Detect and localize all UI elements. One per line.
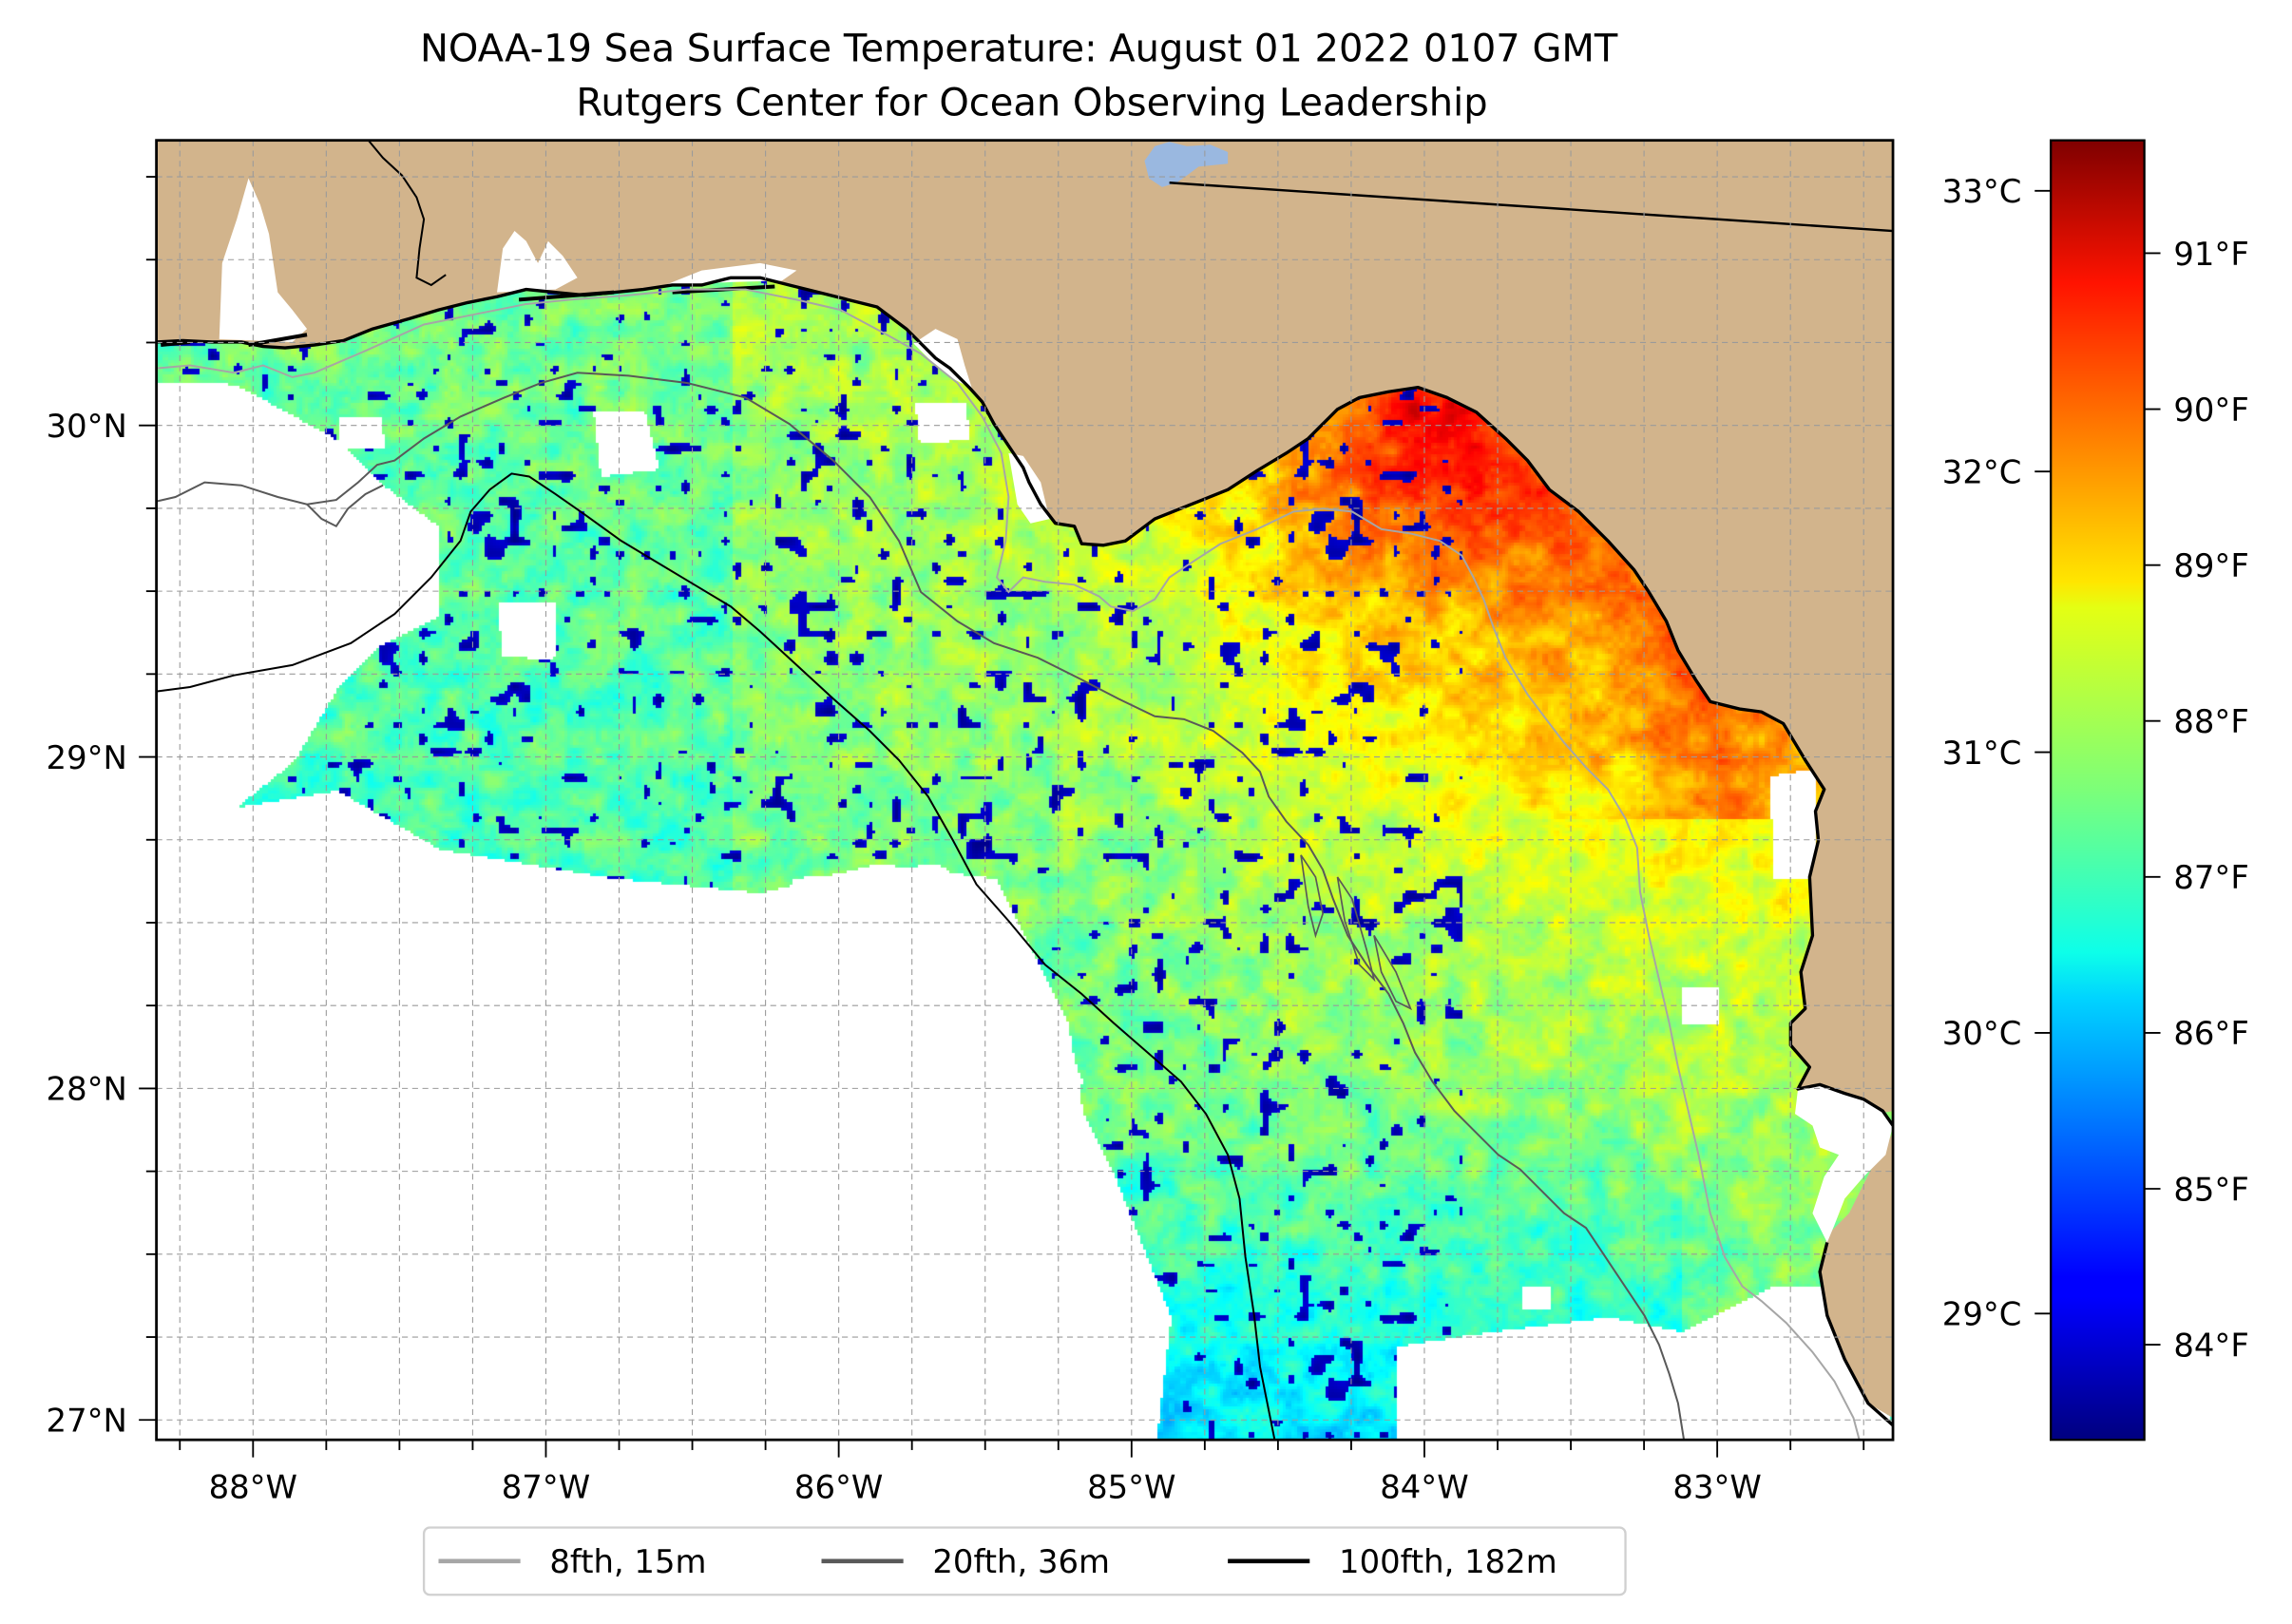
x-tick-label: 83°W [1672,1469,1761,1506]
x-tick-label: 87°W [502,1469,590,1506]
y-tick-label: 28°N [47,1071,127,1108]
x-tick-label: 86°W [794,1469,883,1506]
chart-title: NOAA-19 Sea Surface Temperature: August … [420,28,1618,71]
colorbar-c-label: 33°C [1942,173,2022,210]
state-border-west [367,140,447,287]
colorbar-c-label: 32°C [1942,454,2022,491]
coastline [156,276,1894,1127]
y-axis: 30°N 29°N 28°N 27°N [47,176,157,1440]
colorbar-c-label: 31°C [1942,735,2022,772]
colorbar-f-label: 85°F [2173,1171,2248,1208]
apalachicola-bay [1008,452,1050,524]
legend: 8fth, 15m 20fth, 36m 100fth, 182m [422,1526,1627,1596]
y-tick-label: 29°N [47,739,127,776]
legend-label-100fth: 100fth, 182m [1339,1543,1557,1580]
mobile-bay [219,178,308,342]
colorbar-f-label: 91°F [2173,236,2248,273]
contour-20fth-islands [1300,854,1413,1011]
contour-100fth [156,472,1276,1441]
legend-label-20fth: 20fth, 36m [932,1543,1110,1580]
colorbar-c-label: 29°C [1942,1296,2022,1333]
colorbar-f-label: 90°F [2173,392,2248,429]
contour-20fth-west [306,484,384,528]
colorbar [2050,139,2146,1442]
legend-box [422,1526,1627,1596]
colorbar-f-label: 86°F [2173,1015,2248,1052]
lake [1144,142,1229,187]
colorbar-f-label: 89°F [2173,547,2248,584]
pensacola-bay [497,231,578,293]
gridlines [156,140,1894,1441]
colorbar-f-label: 87°F [2173,859,2248,896]
colorbar-f-label: 84°F [2173,1327,2248,1364]
colorbar-f-label: 88°F [2173,703,2248,740]
contour-8fth [156,288,1861,1441]
bathymetry [156,288,1861,1441]
contour-20fth [156,372,1686,1441]
colorbar-c-label: 30°C [1942,1015,2022,1052]
x-tick-label: 88°W [209,1469,297,1506]
state-border [1169,182,1894,233]
x-axis: 88°W 87°W 86°W 85°W 84°W 83°W [179,1440,1865,1506]
x-tick-label: 84°W [1380,1469,1468,1506]
land-north [156,140,1894,1419]
tampa-bay [1794,1084,1894,1243]
colorbar-fahrenheit-axis: 91°F 90°F 89°F 88°F 87°F 86°F 85°F 84°F [2144,236,2249,1364]
chart-subtitle: Rutgers Center for Ocean Observing Leade… [576,82,1487,125]
barrier-islands [161,284,775,348]
legend-label-8fth: 8fth, 15m [549,1543,706,1580]
y-tick-label: 27°N [47,1403,127,1440]
colorbar-celsius-axis: 33°C 32°C 31°C 30°C 29°C [1942,173,2052,1333]
x-tick-label: 85°W [1087,1469,1175,1506]
y-tick-label: 30°N [47,408,127,445]
map-layers [156,140,1894,1427]
plot-frame [155,139,1895,1442]
